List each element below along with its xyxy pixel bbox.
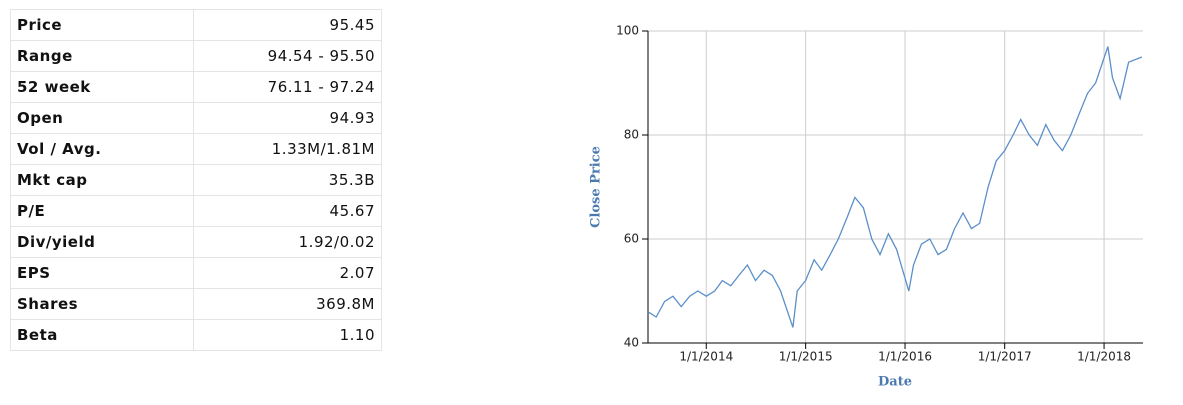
stat-row: Div/yield 1.92/0.02 [10, 226, 382, 258]
stat-value: 45.67 [193, 195, 382, 227]
stat-label: Price [10, 9, 194, 41]
stat-label: P/E [10, 195, 194, 227]
stat-label: Div/yield [10, 226, 194, 258]
y-tick-label: 40 [624, 336, 639, 350]
y-tick-label: 80 [624, 128, 639, 142]
x-tick-label: 1/1/2018 [1077, 350, 1131, 364]
x-axis-title: Date [878, 375, 912, 390]
stat-label: EPS [10, 257, 194, 289]
price-line [647, 46, 1143, 328]
stat-label: Open [10, 102, 194, 134]
y-tick-label: 60 [624, 232, 639, 246]
stat-value: 1.33M/1.81M [193, 133, 382, 165]
stat-row: EPS 2.07 [10, 257, 382, 289]
stat-row: Price 95.45 [10, 9, 382, 41]
stat-value: 369.8M [193, 288, 382, 320]
x-tick-label: 1/1/2015 [779, 350, 833, 364]
stat-value: 94.54 - 95.50 [193, 40, 382, 72]
stat-row: Range 94.54 - 95.50 [10, 40, 382, 72]
stat-value: 1.10 [193, 319, 382, 351]
stat-label: Mkt cap [10, 164, 194, 196]
stat-value: 95.45 [193, 9, 382, 41]
stat-value: 94.93 [193, 102, 382, 134]
stat-row: Shares 369.8M [10, 288, 382, 320]
stat-row: Beta 1.10 [10, 319, 382, 351]
stat-row: Mkt cap 35.3B [10, 164, 382, 196]
x-tick-label: 1/1/2016 [878, 350, 932, 364]
stat-row: P/E 45.67 [10, 195, 382, 227]
stat-value: 76.11 - 97.24 [193, 71, 382, 103]
y-tick-label: 100 [616, 24, 639, 38]
stat-label: Vol / Avg. [10, 133, 194, 165]
stat-row: Open 94.93 [10, 102, 382, 134]
x-tick-label: 1/1/2014 [679, 350, 733, 364]
stats-table: Price 95.45 Range 94.54 - 95.50 52 week 76.11… [10, 9, 382, 351]
y-axis-title: Close Price [589, 146, 604, 228]
stat-value: 1.92/0.02 [193, 226, 382, 258]
stat-label: Beta [10, 319, 194, 351]
x-tick-label: 1/1/2017 [978, 350, 1032, 364]
stat-value: 35.3B [193, 164, 382, 196]
stat-row: Vol / Avg. 1.33M/1.81M [10, 133, 382, 165]
stat-row: 52 week 76.11 - 97.24 [10, 71, 382, 103]
